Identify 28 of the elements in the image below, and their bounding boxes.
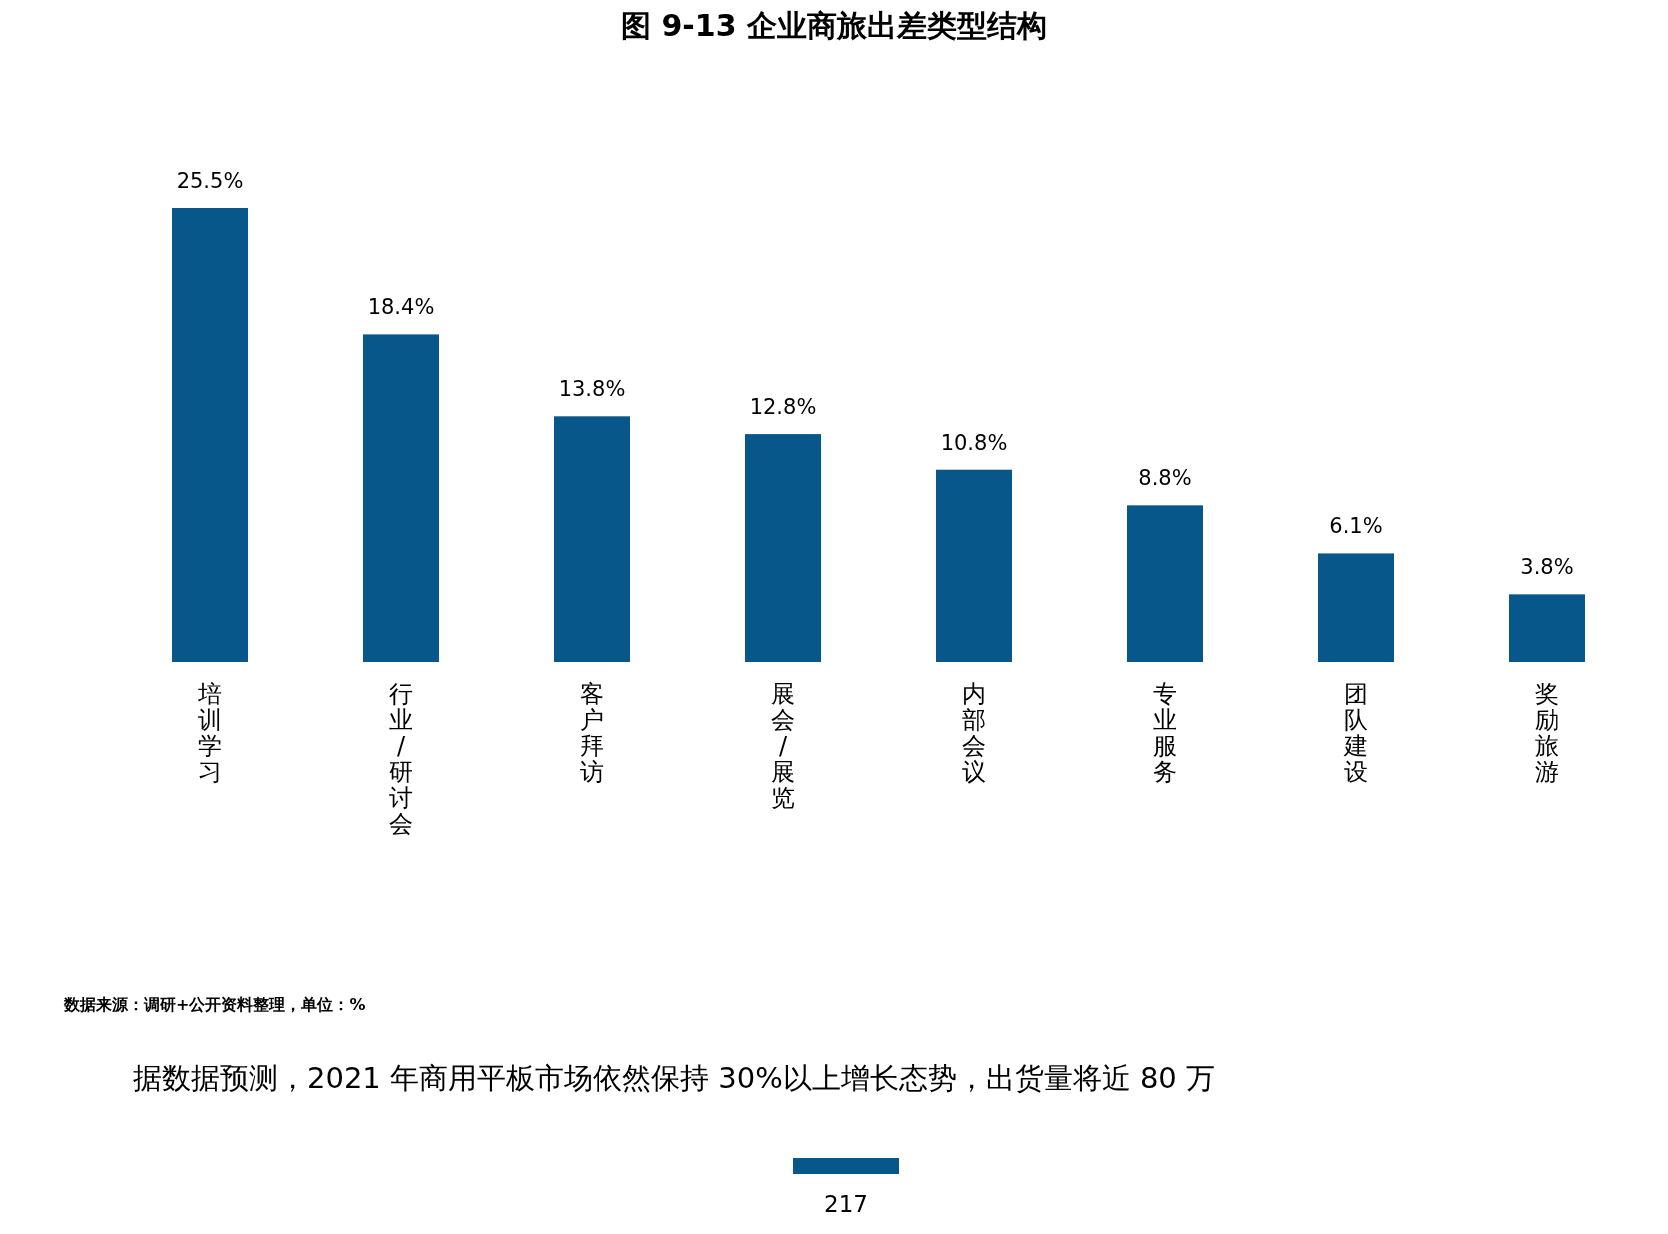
bar	[1318, 553, 1394, 662]
bar	[363, 334, 439, 662]
data-label: 12.8%	[749, 395, 817, 420]
x-tick-label: 客户拜访	[580, 680, 604, 786]
x-tick-label: 培训学习	[197, 680, 222, 786]
bar	[554, 416, 630, 662]
data-label: 25.5%	[176, 169, 244, 193]
bar	[745, 434, 821, 662]
data-label: 6.1%	[1329, 514, 1383, 539]
data-label: 3.8%	[1520, 555, 1574, 580]
source-note: 数据来源：调研+公开资料整理，单位：%	[63, 995, 366, 1014]
text: 据数据预测，2021 年商用平板市场依然保持 30%以上增长态势，出货量将近 80 万	[133, 1061, 1216, 1095]
x-tick-label: 奖励旅游	[1535, 680, 1559, 786]
data-label: 10.8%	[940, 430, 1008, 455]
bar	[936, 469, 1012, 662]
chart-title: 图 9-13 企业商旅出差类型结构	[621, 8, 1047, 43]
x-tick-label: 行业/研讨会	[389, 680, 413, 838]
text: 217	[824, 1191, 868, 1217]
data-label: 13.8%	[558, 377, 626, 402]
bar	[1509, 594, 1585, 662]
bar	[172, 208, 248, 662]
x-tick-label: 团队建设	[1343, 680, 1368, 786]
x-tick-label: 展会/展览	[771, 680, 795, 812]
bar	[1127, 505, 1203, 662]
data-label: 18.4%	[367, 295, 435, 320]
data-label: 8.8%	[1138, 466, 1192, 491]
x-tick-label: 专业服务	[1153, 680, 1177, 786]
x-tick-label: 内部会议	[962, 680, 986, 786]
